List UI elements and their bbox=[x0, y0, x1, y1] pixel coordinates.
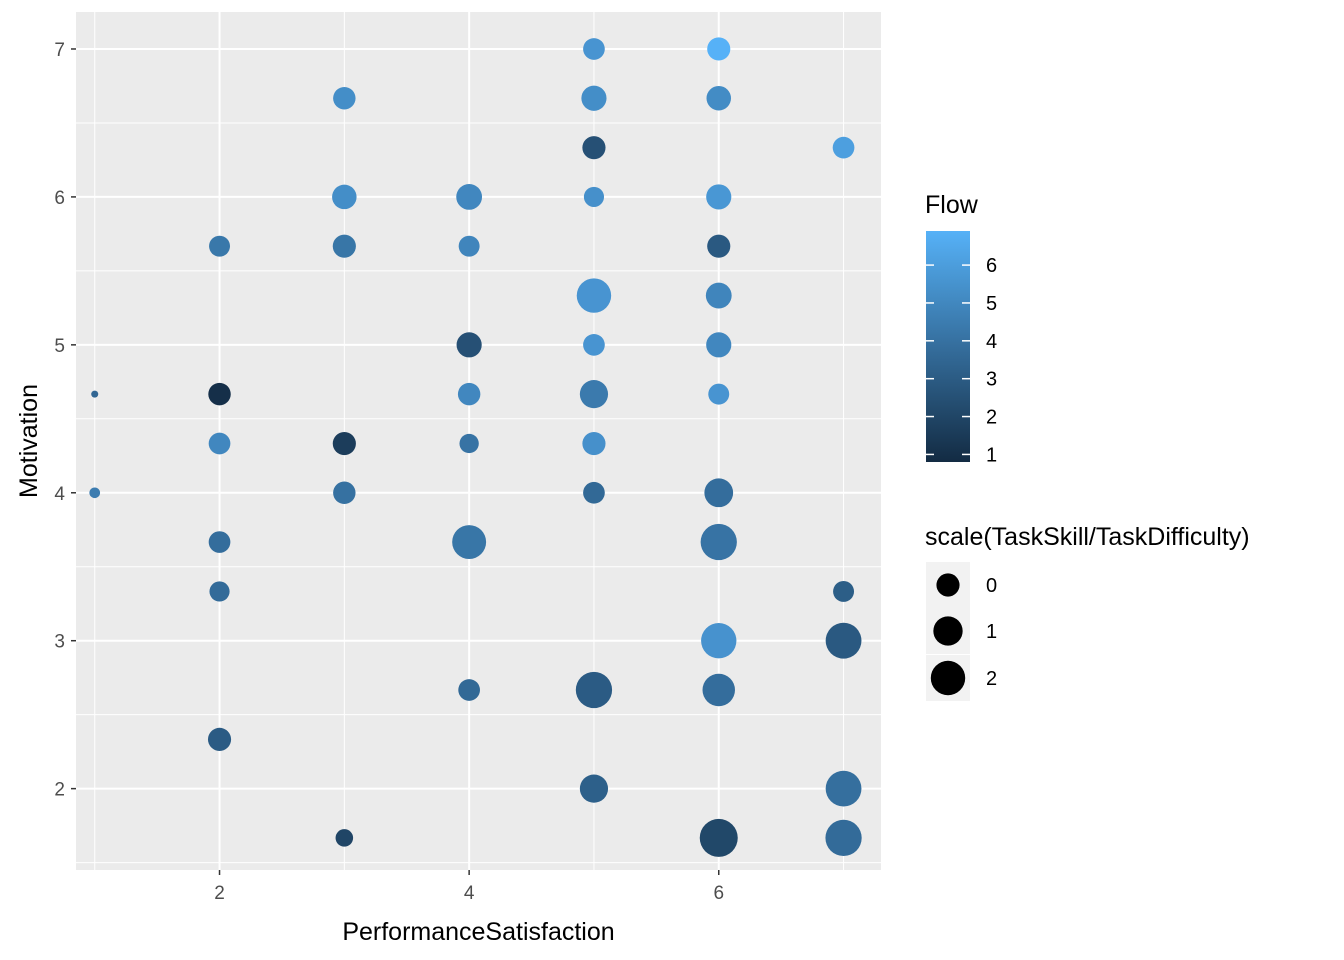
data-point bbox=[332, 234, 356, 258]
y-axis: 2 3 4 5 6 7 bbox=[54, 40, 76, 801]
data-point bbox=[91, 390, 99, 398]
y-tick-label: 4 bbox=[54, 484, 65, 505]
color-legend-label: 6 bbox=[986, 255, 997, 277]
color-legend-label: 5 bbox=[986, 293, 997, 315]
size-legend-key bbox=[933, 616, 963, 646]
data-point bbox=[583, 186, 605, 207]
data-point bbox=[89, 487, 101, 499]
color-legend-ticks: 1 2 3 4 5 6 bbox=[926, 255, 997, 466]
color-legend-label: 1 bbox=[986, 444, 997, 466]
data-point bbox=[582, 136, 606, 160]
data-point bbox=[825, 819, 862, 857]
data-point bbox=[706, 85, 731, 111]
data-point bbox=[708, 383, 730, 405]
y-tick-label: 6 bbox=[54, 188, 65, 209]
data-point bbox=[208, 382, 231, 406]
x-axis: 2 4 6 bbox=[214, 870, 724, 904]
data-point bbox=[832, 136, 855, 159]
data-point bbox=[705, 282, 732, 309]
panel-background bbox=[76, 12, 881, 870]
data-point bbox=[583, 38, 605, 60]
data-point bbox=[706, 332, 732, 358]
data-point bbox=[704, 478, 734, 508]
data-point bbox=[707, 234, 731, 258]
data-point bbox=[707, 37, 731, 61]
data-point bbox=[702, 673, 735, 707]
y-tick-label: 7 bbox=[54, 40, 65, 61]
data-point bbox=[208, 432, 231, 455]
y-axis-title: Motivation bbox=[15, 384, 43, 498]
data-point bbox=[332, 431, 356, 456]
data-point bbox=[700, 523, 737, 561]
size-legend-title: scale(TaskSkill/TaskDifficulty) bbox=[925, 523, 1250, 551]
x-tick-label: 4 bbox=[464, 883, 475, 904]
size-legend-label: 0 bbox=[986, 575, 997, 597]
data-point bbox=[456, 184, 483, 210]
size-legend-label: 1 bbox=[986, 621, 997, 643]
data-point bbox=[207, 727, 232, 751]
y-tick-label: 5 bbox=[54, 336, 65, 357]
data-point bbox=[459, 433, 479, 454]
data-point bbox=[699, 818, 738, 857]
color-legend-bar bbox=[926, 231, 970, 462]
data-point bbox=[825, 770, 862, 807]
data-point bbox=[332, 184, 357, 210]
y-tick-label: 3 bbox=[54, 632, 65, 653]
data-point bbox=[833, 580, 855, 602]
color-legend-label: 2 bbox=[986, 407, 997, 429]
size-legend: scale(TaskSkill/TaskDifficulty) 0 1 2 bbox=[925, 523, 1250, 701]
size-legend-key bbox=[936, 573, 960, 597]
data-point bbox=[576, 278, 612, 313]
x-axis-title: PerformanceSatisfaction bbox=[342, 918, 614, 946]
color-legend-title: Flow bbox=[925, 191, 979, 219]
data-point bbox=[575, 671, 613, 709]
data-point bbox=[581, 85, 607, 111]
size-legend-keys: 0 1 2 bbox=[926, 562, 997, 701]
data-point bbox=[579, 380, 609, 409]
data-point bbox=[706, 184, 732, 210]
data-point bbox=[825, 622, 862, 659]
x-tick-label: 2 bbox=[214, 883, 225, 904]
data-point bbox=[333, 481, 356, 504]
size-legend-label: 2 bbox=[986, 668, 997, 690]
size-legend-key bbox=[930, 660, 966, 696]
data-point bbox=[579, 774, 609, 803]
data-point bbox=[452, 525, 487, 560]
points-layer bbox=[89, 37, 862, 857]
color-legend-label: 4 bbox=[986, 331, 997, 353]
data-point bbox=[701, 623, 737, 659]
data-point bbox=[583, 481, 605, 504]
data-point bbox=[335, 829, 354, 847]
x-tick-label: 6 bbox=[713, 883, 724, 904]
data-point bbox=[582, 431, 606, 456]
data-point bbox=[458, 235, 480, 257]
data-point bbox=[209, 235, 230, 257]
data-point bbox=[458, 679, 480, 701]
data-point bbox=[583, 333, 605, 356]
color-legend-label: 3 bbox=[986, 369, 997, 391]
data-point bbox=[208, 531, 231, 553]
color-legend: Flow 1 2 3 4 5 6 bbox=[925, 191, 997, 466]
data-point bbox=[457, 382, 481, 406]
data-point bbox=[333, 87, 356, 110]
data-point bbox=[209, 581, 230, 602]
data-point bbox=[456, 332, 482, 358]
y-tick-label: 2 bbox=[54, 780, 65, 801]
